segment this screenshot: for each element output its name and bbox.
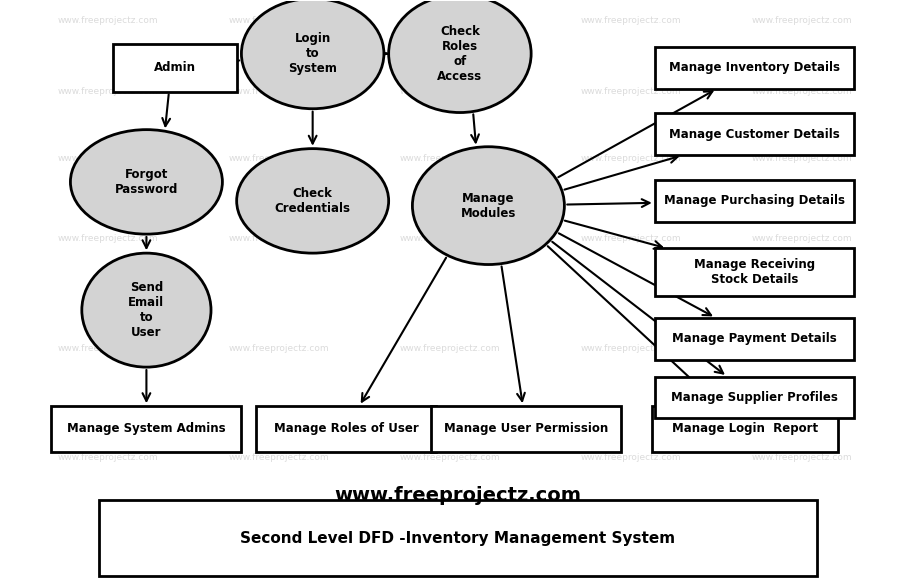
Text: www.freeprojectz.com: www.freeprojectz.com (581, 453, 682, 462)
Text: Manage Purchasing Details: Manage Purchasing Details (664, 194, 845, 207)
Text: www.freeprojectz.com: www.freeprojectz.com (400, 154, 501, 163)
Text: www.freeprojectz.com: www.freeprojectz.com (400, 343, 501, 353)
Text: Check
Roles
of
Access: Check Roles of Access (437, 25, 483, 83)
Text: Send
Email
to
User: Send Email to User (128, 281, 165, 339)
Text: www.freeprojectz.com: www.freeprojectz.com (229, 453, 330, 462)
Text: Manage Payment Details: Manage Payment Details (672, 332, 836, 345)
Text: Forgot
Password: Forgot Password (114, 168, 178, 196)
Text: www.freeprojectz.com: www.freeprojectz.com (581, 234, 682, 244)
Text: Manage
Modules: Manage Modules (461, 191, 516, 220)
Text: www.freeprojectz.com: www.freeprojectz.com (400, 87, 501, 96)
Text: www.freeprojectz.com: www.freeprojectz.com (58, 453, 158, 462)
Text: Admin: Admin (154, 62, 196, 75)
Bar (655, 377, 854, 419)
Text: www.freeprojectz.com: www.freeprojectz.com (229, 16, 330, 25)
Bar (114, 44, 236, 92)
Ellipse shape (242, 0, 384, 109)
Ellipse shape (82, 253, 211, 367)
Text: Second Level DFD -Inventory Management System: Second Level DFD -Inventory Management S… (240, 531, 676, 545)
Bar (51, 406, 242, 451)
Text: www.freeprojectz.com: www.freeprojectz.com (751, 453, 852, 462)
Bar (256, 406, 436, 451)
Text: Manage Inventory Details: Manage Inventory Details (669, 62, 840, 75)
Ellipse shape (412, 147, 564, 265)
Text: Check
Credentials: Check Credentials (275, 187, 351, 215)
Text: www.freeprojectz.com: www.freeprojectz.com (751, 87, 852, 96)
Text: www.freeprojectz.com: www.freeprojectz.com (581, 343, 682, 353)
Text: Manage Customer Details: Manage Customer Details (669, 128, 840, 141)
Text: www.freeprojectz.com: www.freeprojectz.com (229, 343, 330, 353)
Text: www.freeprojectz.com: www.freeprojectz.com (751, 154, 852, 163)
Text: www.freeprojectz.com: www.freeprojectz.com (751, 234, 852, 244)
Text: Manage User Permission: Manage User Permission (444, 423, 608, 436)
Text: www.freeprojectz.com: www.freeprojectz.com (400, 16, 501, 25)
Bar (655, 248, 854, 296)
Text: www.freeprojectz.com: www.freeprojectz.com (400, 234, 501, 244)
Text: www.freeprojectz.com: www.freeprojectz.com (229, 154, 330, 163)
Bar (99, 500, 817, 576)
Text: Manage Receiving
Stock Details: Manage Receiving Stock Details (693, 258, 815, 286)
Text: www.freeprojectz.com: www.freeprojectz.com (751, 16, 852, 25)
Bar (655, 318, 854, 359)
Text: www.freeprojectz.com: www.freeprojectz.com (751, 343, 852, 353)
Text: www.freeprojectz.com: www.freeprojectz.com (58, 154, 158, 163)
Text: www.freeprojectz.com: www.freeprojectz.com (229, 234, 330, 244)
Text: www.freeprojectz.com: www.freeprojectz.com (58, 343, 158, 353)
Bar (652, 406, 837, 451)
Text: www.freeprojectz.com: www.freeprojectz.com (334, 486, 582, 505)
Text: Manage Supplier Profiles: Manage Supplier Profiles (671, 391, 838, 404)
Text: www.freeprojectz.com: www.freeprojectz.com (581, 154, 682, 163)
Bar (655, 113, 854, 156)
Bar (655, 47, 854, 89)
Text: Manage System Admins: Manage System Admins (67, 423, 225, 436)
Text: www.freeprojectz.com: www.freeprojectz.com (229, 87, 330, 96)
Text: www.freeprojectz.com: www.freeprojectz.com (58, 16, 158, 25)
Text: www.freeprojectz.com: www.freeprojectz.com (581, 87, 682, 96)
Text: www.freeprojectz.com: www.freeprojectz.com (400, 453, 501, 462)
Ellipse shape (71, 130, 223, 234)
Text: Login
to
System: Login to System (289, 32, 337, 75)
Bar (655, 180, 854, 222)
Ellipse shape (236, 149, 388, 253)
Text: www.freeprojectz.com: www.freeprojectz.com (58, 87, 158, 96)
Text: Manage Login  Report: Manage Login Report (671, 423, 818, 436)
Text: Manage Roles of User: Manage Roles of User (274, 423, 419, 436)
Ellipse shape (388, 0, 531, 113)
Bar (431, 406, 621, 451)
Text: www.freeprojectz.com: www.freeprojectz.com (58, 234, 158, 244)
Text: www.freeprojectz.com: www.freeprojectz.com (581, 16, 682, 25)
